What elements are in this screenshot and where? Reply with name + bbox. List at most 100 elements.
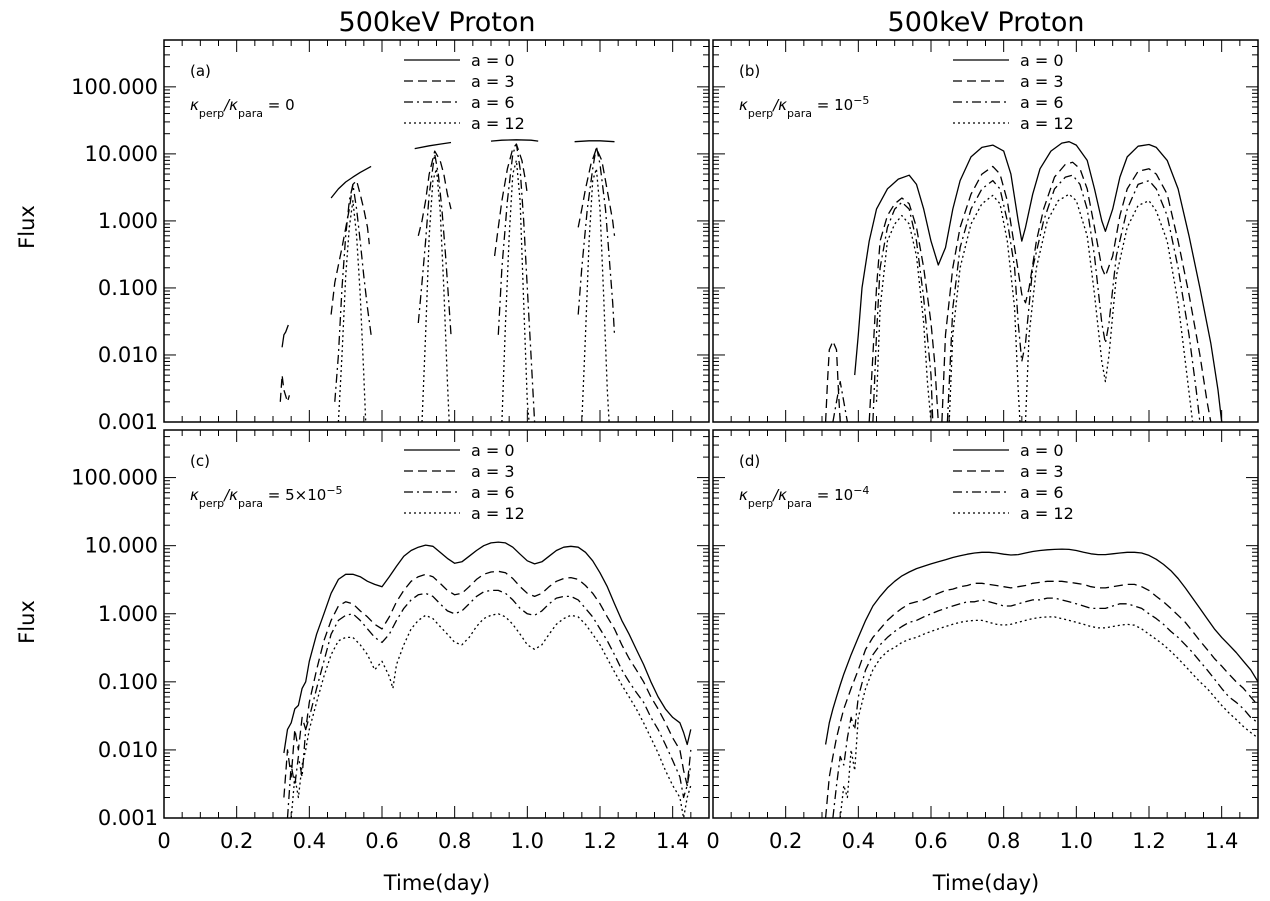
legend-label: a = 3 [1020, 72, 1064, 91]
legend-entry: a = 6 [404, 483, 515, 502]
column-title-left: 500keV Proton [339, 7, 536, 38]
x-axis-label-right: Time(day) [932, 871, 1039, 895]
series-line-dashed [283, 570, 692, 798]
series-line-dotted [337, 200, 367, 422]
series-line-dashed [941, 161, 1212, 422]
legend-entry: a = 0 [404, 441, 515, 460]
panel-1: 0.001 0.010 0.100 1.000 10.000 100.000 (a) κper… [71, 39, 710, 434]
series-line-dotted [421, 168, 450, 422]
legend-label: a = 6 [1020, 93, 1064, 112]
legend-label: a = 12 [471, 114, 525, 133]
y-axis-label-bottom: Flux [15, 600, 39, 644]
x-tick-label: 0.2 [769, 829, 802, 853]
series-line-dashdot [832, 380, 849, 422]
x-tick-label: 0.6 [914, 829, 947, 853]
series-line-dashdot [286, 589, 692, 818]
series-line-dotted [1024, 193, 1194, 422]
legend-entry: a = 6 [953, 483, 1064, 502]
legend-entry: a = 6 [404, 93, 515, 112]
series-line-dashdot [497, 143, 536, 422]
series-line-solid [490, 139, 539, 142]
series-line-solid [824, 548, 1258, 745]
legend-entry: a = 12 [404, 504, 525, 523]
legend-label: a = 0 [471, 51, 515, 70]
kappa-ratio-text: κperp/κpara = 10−5 [739, 94, 869, 120]
x-tick-label: 0 [706, 829, 719, 853]
legend-label: a = 6 [471, 483, 515, 502]
series-line-solid [281, 324, 289, 348]
series-line-dashed [330, 179, 370, 315]
x-tick-label: 0 [157, 829, 170, 853]
x-tick-label: 0.8 [987, 829, 1020, 853]
legend-entry: a = 12 [953, 504, 1074, 523]
x-tick-label: 0.6 [365, 829, 398, 853]
panel-label: (d) [739, 452, 760, 470]
legend-entry: a = 12 [953, 114, 1074, 133]
legend-entry: a = 3 [953, 462, 1064, 481]
series-line-dashed [493, 143, 528, 257]
legend-entry: a = 0 [953, 51, 1064, 70]
legend-label: a = 12 [1020, 504, 1074, 523]
legend-label: a = 3 [1020, 462, 1064, 481]
x-tick-label: 0.4 [842, 829, 875, 853]
series-line-dotted [839, 616, 1258, 818]
x-tick-label: 1.4 [656, 829, 689, 853]
x-axis-label-left: Time(day) [383, 871, 490, 895]
y-tick-label: 0.010 [98, 738, 158, 762]
series-line-dashdot [417, 153, 452, 335]
y-tick-label: 1.000 [98, 602, 158, 626]
y-tick-label: 0.001 [98, 410, 158, 434]
legend-label: a = 0 [1020, 51, 1064, 70]
y-tick-label: 0.010 [98, 343, 158, 367]
series-line-dashed [824, 340, 841, 422]
series-line-dashed [868, 197, 939, 422]
legend-entry: a = 3 [404, 462, 515, 481]
series-line-solid [283, 541, 692, 754]
series-line-solid [330, 165, 372, 199]
x-tick-label: 1.0 [1060, 829, 1093, 853]
plot-frame [163, 39, 710, 423]
series-line-dashdot [577, 145, 616, 335]
legend-label: a = 0 [1020, 441, 1064, 460]
x-tick-label: 1.0 [511, 829, 544, 853]
panel-2: (b) κperp/κpara = 10−5 a = 0 a = 3 a = 6 a = … [712, 39, 1259, 423]
legend-label: a = 6 [1020, 483, 1064, 502]
panel-group: 0.0010.0100.1001.00010.000100.000(a)κper… [71, 39, 1259, 853]
x-tick-label: 0.4 [293, 829, 326, 853]
legend-entry: a = 0 [404, 51, 515, 70]
series-line-dashed [417, 150, 452, 236]
y-tick-label: 100.000 [71, 75, 158, 99]
x-tick-label: 0.2 [220, 829, 253, 853]
x-tick-label: 1.2 [583, 829, 616, 853]
series-line-dashdot [832, 597, 1258, 818]
y-tick-label: 10.000 [85, 534, 158, 558]
panel-3: 0.001 0.010 0.100 1.000 10.000 100.000 0 0.2 0.4… [71, 429, 710, 853]
series-line-dashed [279, 374, 291, 403]
plot-frame [712, 429, 1259, 819]
series-line-solid [854, 141, 1223, 422]
series-line-dotted [875, 214, 932, 422]
y-tick-label: 1.000 [98, 209, 158, 233]
x-tick-label: 1.4 [1205, 829, 1238, 853]
legend-label: a = 12 [1020, 114, 1074, 133]
column-title-right: 500keV Proton [888, 7, 1085, 38]
series-line-dotted [290, 613, 692, 818]
y-tick-label: 0.100 [98, 276, 158, 300]
legend-label: a = 0 [471, 441, 515, 460]
y-tick-label: 100.000 [71, 466, 158, 490]
legend-label: a = 3 [471, 462, 515, 481]
legend-entry: a = 3 [953, 72, 1064, 91]
kappa-ratio-text: κperp/κpara = 10−4 [739, 484, 869, 510]
panel-label: (a) [190, 62, 211, 80]
series-line-solid [414, 141, 452, 150]
legend-entry: a = 3 [404, 72, 515, 91]
legend-label: a = 6 [471, 93, 515, 112]
series-line-dotted [948, 194, 1021, 422]
legend-entry: a = 0 [953, 441, 1064, 460]
x-tick-label: 1.2 [1132, 829, 1165, 853]
y-axis-label-top: Flux [15, 205, 39, 249]
kappa-ratio-text: κperp/κpara = 5×10−5 [190, 484, 343, 510]
series-line-dashed [824, 580, 1258, 818]
series-line-dashdot [946, 174, 1201, 422]
